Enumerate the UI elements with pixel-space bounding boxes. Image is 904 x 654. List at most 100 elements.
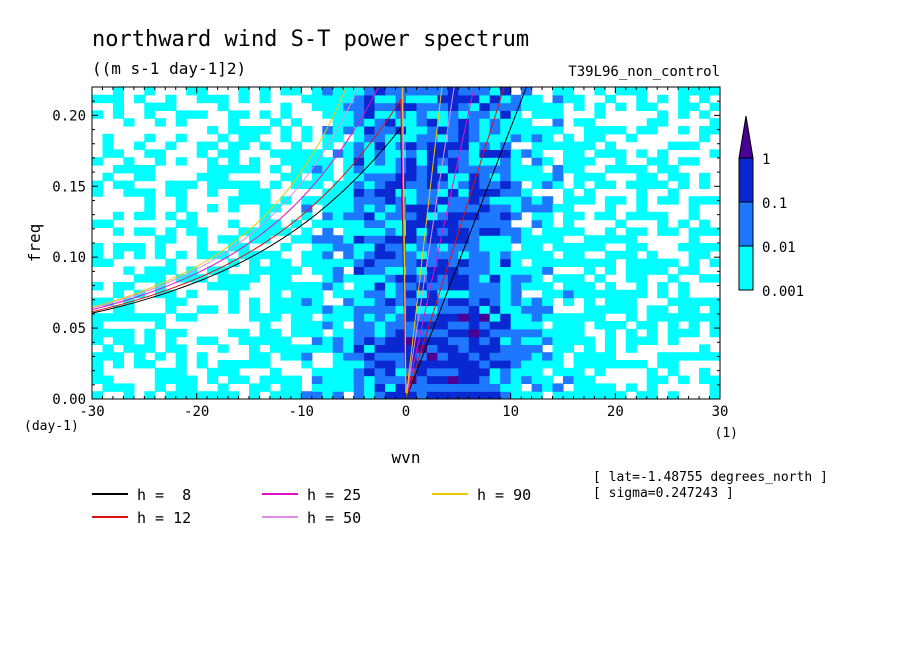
heat-cell — [133, 227, 145, 236]
heat-cell — [322, 219, 334, 228]
heat-cell — [385, 172, 397, 182]
heat-cell — [636, 204, 648, 213]
heat-cell — [667, 352, 679, 361]
heat-cell — [228, 391, 240, 399]
heat-cell — [374, 297, 386, 306]
heat-cell — [583, 352, 595, 361]
heat-cell — [479, 110, 491, 119]
heat-cell — [102, 172, 114, 182]
heat-cell — [123, 391, 135, 399]
mrg-curve — [92, 87, 407, 399]
heat-cell — [437, 375, 449, 384]
heat-cell — [259, 336, 271, 345]
heat-cell — [416, 297, 428, 306]
heat-cell — [521, 328, 533, 338]
heat-cell — [217, 383, 229, 392]
heat-cell — [489, 219, 501, 228]
heat-cell — [154, 266, 166, 275]
heat-cell — [426, 360, 438, 369]
heat-cell — [458, 282, 470, 291]
heat-cell — [447, 250, 459, 260]
heat-cell — [385, 188, 397, 197]
heat-cell — [269, 180, 281, 189]
heat-cell — [542, 258, 554, 267]
heat-cell — [374, 188, 386, 197]
heat-cell — [406, 196, 418, 205]
heat-cell — [563, 336, 575, 345]
heat-cell — [395, 258, 407, 267]
heat-cell — [165, 180, 177, 189]
heat-cell — [604, 328, 616, 338]
heat-cell — [625, 360, 637, 369]
heat-cell — [385, 289, 397, 299]
heat-cell — [688, 196, 700, 205]
heat-cell — [175, 274, 187, 283]
heat-cell — [583, 243, 595, 252]
heat-cell — [154, 321, 166, 330]
heat-cell — [479, 157, 491, 166]
heat-cell — [468, 305, 480, 314]
heat-cell — [280, 282, 292, 291]
heat-cell — [521, 94, 533, 104]
heat-cell — [688, 328, 700, 338]
heat-cell — [374, 141, 386, 150]
heat-cell — [353, 235, 365, 244]
heat-cell — [196, 172, 208, 182]
heat-cell — [301, 94, 313, 104]
heat-cell — [468, 94, 480, 104]
heat-cell — [699, 87, 711, 96]
heat-cell — [583, 344, 595, 353]
heat-cell — [604, 336, 616, 345]
heat-cell — [604, 344, 616, 353]
heat-cell — [123, 328, 135, 338]
heat-cell — [249, 165, 261, 174]
heat-cell — [583, 266, 595, 275]
heat-cell — [364, 196, 376, 205]
heat-cell — [552, 102, 564, 111]
heat-cell — [353, 87, 365, 96]
heat-cell — [426, 305, 438, 314]
heat-cell — [667, 328, 679, 338]
heat-cell — [112, 227, 124, 236]
heat-cell — [290, 282, 302, 291]
heat-cell — [646, 336, 658, 345]
heat-cell — [385, 227, 397, 236]
heat-cell — [112, 149, 124, 158]
heat-cell — [217, 102, 229, 111]
heat-cell — [563, 258, 575, 267]
heat-cell — [636, 360, 648, 369]
heat-cell — [657, 118, 669, 127]
heat-cell — [458, 94, 470, 104]
heat-cell — [385, 274, 397, 283]
heat-cell — [416, 87, 428, 96]
heat-cell — [374, 172, 386, 182]
heat-cell — [301, 180, 313, 189]
heat-cell — [406, 102, 418, 111]
heat-cell — [489, 297, 501, 306]
heat-cell — [144, 391, 156, 399]
heat-cell — [395, 375, 407, 384]
heat-cell — [112, 211, 124, 221]
heat-cell — [186, 87, 198, 96]
legend: h = 8h = 12h = 25h = 50h = 90 — [92, 486, 531, 527]
heat-cell — [196, 227, 208, 236]
heat-cell — [259, 235, 271, 244]
heat-cell — [510, 157, 522, 166]
heat-cell — [678, 219, 690, 228]
heat-cell — [406, 94, 418, 104]
heat-cell — [207, 367, 219, 377]
heat-cell — [385, 165, 397, 174]
heat-cell — [228, 196, 240, 205]
heat-cell — [521, 87, 533, 96]
heat-cell — [343, 243, 355, 252]
heat-cell — [123, 118, 135, 127]
heat-cell — [447, 258, 459, 267]
heat-cell — [573, 211, 585, 221]
heat-cell — [133, 141, 145, 150]
heat-cell — [133, 250, 145, 260]
heat-cell — [301, 149, 313, 158]
heat-cell — [709, 305, 720, 314]
heat-cell — [92, 180, 104, 189]
heat-cell — [542, 297, 554, 306]
heat-cell — [500, 118, 512, 127]
